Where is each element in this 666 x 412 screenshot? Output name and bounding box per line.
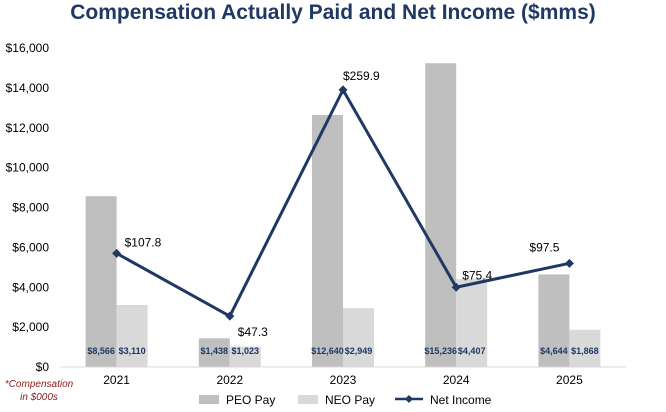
y-tick-label: $0 bbox=[36, 360, 50, 374]
bar-label-neo-pay: $4,407 bbox=[458, 346, 486, 356]
bar-label-peo-pay: $15,236 bbox=[424, 346, 457, 356]
net-income-marker bbox=[225, 311, 235, 321]
y-tick-label: $14,000 bbox=[6, 81, 50, 95]
legend-label-neo-pay: NEO Pay bbox=[325, 393, 375, 407]
legend-swatch-neo-pay bbox=[298, 395, 318, 404]
bar-label-peo-pay: $4,644 bbox=[540, 346, 568, 356]
y-tick-label: $2,000 bbox=[12, 320, 49, 334]
net-income-label: $107.8 bbox=[125, 235, 162, 249]
legend-label-peo-pay: PEO Pay bbox=[226, 393, 275, 407]
net-income-label: $75.4 bbox=[462, 268, 492, 282]
net-income-marker bbox=[564, 258, 574, 268]
bar-label-neo-pay: $3,110 bbox=[119, 346, 146, 356]
chart-title: Compensation Actually Paid and Net Incom… bbox=[70, 1, 596, 24]
net-income-label: $259.9 bbox=[343, 69, 380, 83]
bar-neo-pay bbox=[456, 279, 488, 367]
bar-label-peo-pay: $12,640 bbox=[311, 346, 344, 356]
bar-peo-pay bbox=[85, 196, 117, 367]
x-tick-label: 2021 bbox=[103, 373, 130, 387]
bar-label-neo-pay: $1,023 bbox=[232, 346, 260, 356]
x-tick-label: 2025 bbox=[556, 373, 583, 387]
y-tick-label: $8,000 bbox=[12, 201, 49, 215]
bar-neo-pay bbox=[569, 329, 601, 367]
bar-peo-pay bbox=[312, 114, 343, 368]
bar-label-neo-pay: $1,868 bbox=[571, 346, 599, 356]
y-tick-label: $6,000 bbox=[12, 240, 49, 254]
y-tick-label: $10,000 bbox=[6, 161, 50, 175]
net-income-marker bbox=[112, 248, 122, 258]
bar-peo-pay bbox=[538, 274, 570, 367]
y-tick-label: $4,000 bbox=[12, 280, 49, 294]
bar-peo-pay bbox=[425, 63, 457, 368]
bar-peo-pay bbox=[198, 338, 230, 367]
net-income-label: $47.3 bbox=[238, 325, 268, 339]
bar-neo-pay bbox=[116, 304, 148, 367]
bar-neo-pay bbox=[343, 308, 374, 367]
x-tick-label: 2024 bbox=[443, 373, 470, 387]
bar-label-peo-pay: $8,566 bbox=[87, 346, 115, 356]
legend-label-net-income: Net Income bbox=[430, 393, 492, 407]
legend-swatch-peo-pay bbox=[199, 395, 219, 404]
net-income-marker bbox=[338, 85, 348, 95]
footnote: *Compensation in $000s bbox=[4, 379, 74, 403]
bar-label-neo-pay: $2,949 bbox=[345, 346, 373, 356]
y-tick-label: $16,000 bbox=[6, 41, 50, 55]
x-tick-label: 2023 bbox=[330, 373, 357, 387]
net-income-marker bbox=[451, 282, 461, 292]
bar-label-peo-pay: $1,438 bbox=[201, 346, 229, 356]
y-tick-label: $12,000 bbox=[6, 121, 50, 135]
x-tick-label: 2022 bbox=[216, 373, 243, 387]
legend-marker-net-income bbox=[405, 395, 413, 403]
net-income-label: $97.5 bbox=[529, 240, 559, 254]
bar-neo-pay bbox=[229, 346, 261, 367]
